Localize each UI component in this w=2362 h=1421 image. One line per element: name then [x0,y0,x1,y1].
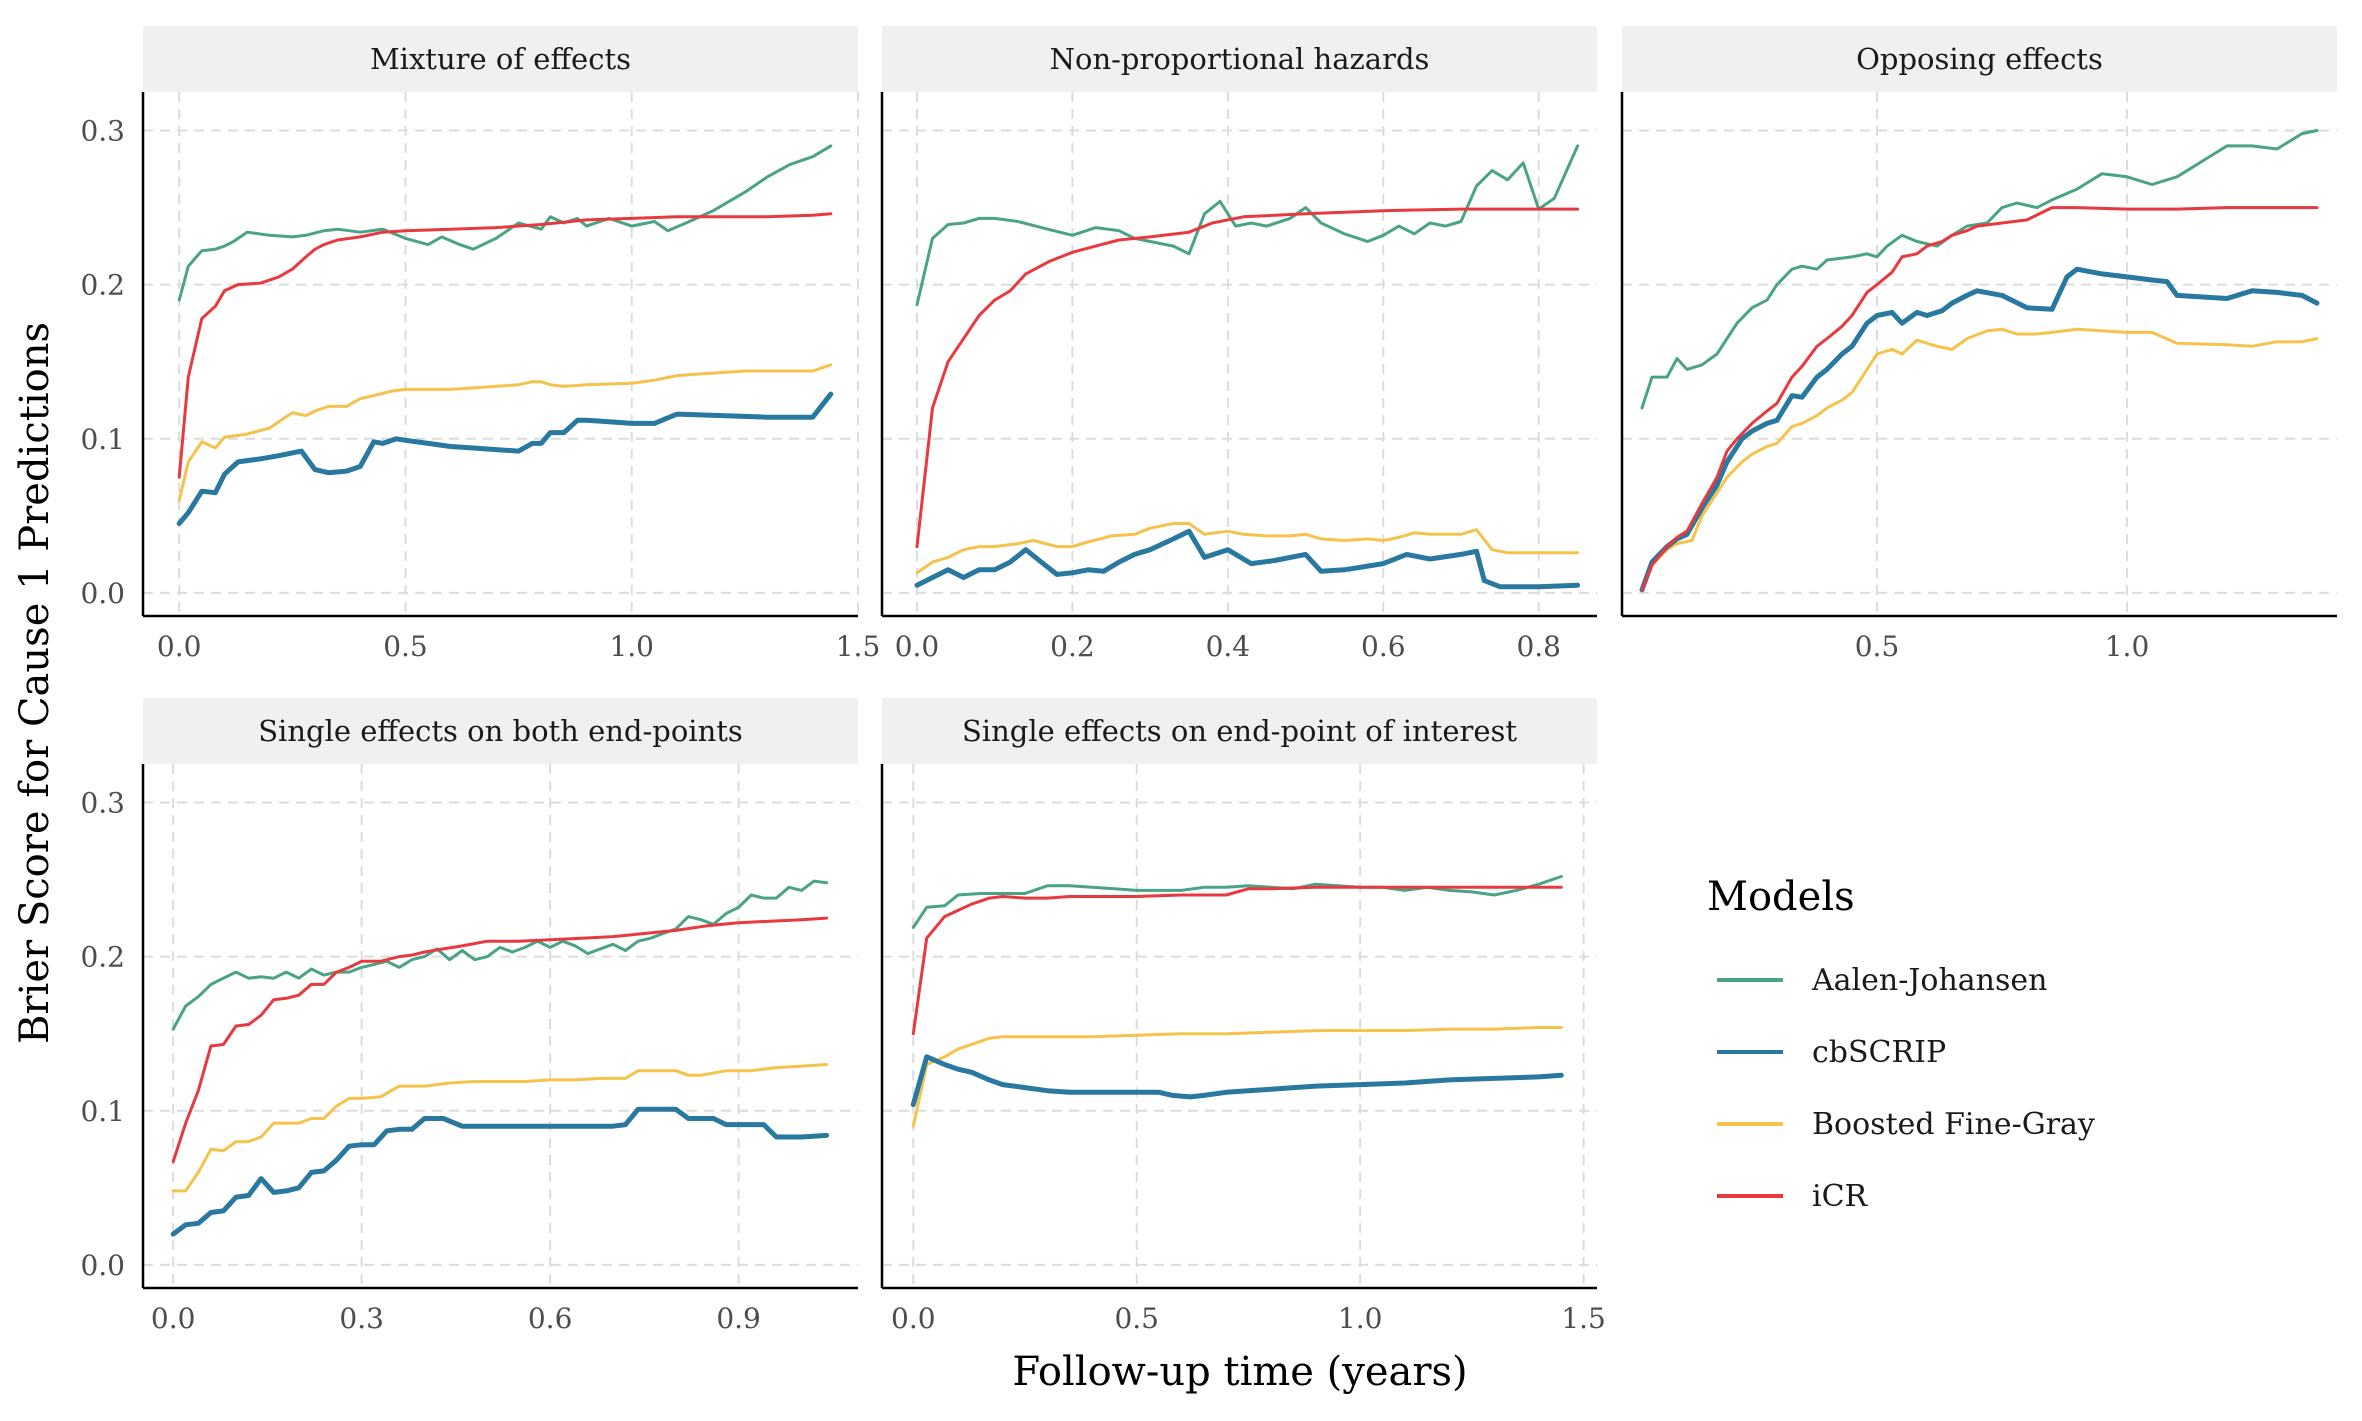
x-tick-label: 0.0 [895,630,940,663]
series-line-boosted-fine-gray [1640,327,2319,592]
x-tick-label: 0.9 [716,1302,761,1335]
facet-panel: Opposing effects 0.5 1.0 [1620,26,2337,663]
legend-label-cbscrip: cbSCRIP [1812,1035,1946,1070]
x-tick-label: 1.0 [2105,630,2150,663]
x-tick-label: 1.5 [1561,1302,1606,1335]
series-line-icr [915,207,1580,549]
x-tick-label: 0.5 [1855,630,1900,663]
legend-label-boosted-fine-gray: Boosted Fine-Gray [1812,1107,2095,1142]
facet-title: Mixture of effects [370,42,631,76]
facet-strip [143,26,858,92]
series-line-icr [177,212,833,479]
series-line-boosted-fine-gray [911,1026,1563,1128]
series-line-aalen-johansen [911,875,1563,929]
x-tick-label: 0.0 [151,1302,196,1335]
facet-strip [882,698,1597,764]
x-tick-label: 0.4 [1206,630,1251,663]
y-tick-label: 0.2 [80,941,125,974]
facet-panel: Non-proportional hazards 0.0 0.2 0.4 0.6 0.8 [880,26,1597,663]
facet-title: Single effects on end-point of interest [962,714,1517,748]
y-tick-label: 0.1 [80,423,125,456]
y-tick-label: 0.3 [80,115,125,148]
series-line-icr [911,885,1563,1036]
series-line-cbscrip [914,528,1581,590]
legend-label-icr: iCR [1812,1179,1869,1214]
facet-strip [882,26,1597,92]
facet-title: Opposing effects [1856,42,2103,76]
facet-panel: Single effects on both end-points 0.0 0.3 0… [80,698,858,1335]
facet-panel: Mixture of effects 0.0 0.5 1.0 1.5 0.0 0.1 0.2 0… [80,26,880,663]
facet-strip [143,698,858,764]
series-line-cbscrip [910,1054,1564,1108]
series-line-aalen-johansen [177,144,833,302]
facet-panel: Single effects on end-point of interest 0… [880,698,1606,1335]
x-tick-label: 0.6 [528,1302,573,1335]
x-tick-label: 1.0 [1338,1302,1383,1335]
y-tick-label: 0.1 [80,1095,125,1128]
y-tick-label: 0.0 [80,577,125,610]
x-tick-label: 0.5 [1114,1302,1159,1335]
facet-title: Single effects on both end-points [258,714,743,748]
facet-strip [1622,26,2337,92]
series-line-cbscrip [176,391,834,526]
x-tick-label: 0.8 [1516,630,1561,663]
y-tick-label: 0.3 [80,787,125,820]
series-line-cbscrip [1639,266,2320,593]
series-line-boosted-fine-gray [177,363,833,502]
x-tick-label: 1.0 [609,630,654,663]
series-line-cbscrip [170,1106,830,1237]
series-line-aalen-johansen [171,879,829,1031]
y-axis-title: Brier Score for Cause 1 Predictions [12,322,58,1044]
series-line-aalen-johansen [1640,129,2319,410]
legend: Models Aalen-Johansen cbSCRIP Boosted Fine… [1707,874,2095,1214]
series-line-boosted-fine-gray [171,1063,829,1193]
y-tick-label: 0.2 [80,269,125,302]
x-tick-label: 0.0 [157,630,202,663]
x-tick-label: 0.6 [1361,630,1406,663]
x-tick-label: 0.3 [339,1302,384,1335]
x-tick-label: 0.5 [383,630,428,663]
legend-label-aalen-johansen: Aalen-Johansen [1811,963,2047,998]
series-line-icr [171,916,829,1164]
x-tick-label: 0.2 [1050,630,1095,663]
series-line-boosted-fine-gray [915,522,1580,575]
series-line-icr [1640,206,2319,592]
x-tick-label: 0.0 [891,1302,936,1335]
facet-title: Non-proportional hazards [1050,42,1430,76]
series-line-aalen-johansen [915,144,1580,307]
x-axis-title: Follow-up time (years) [1012,1349,1467,1395]
y-tick-label: 0.0 [80,1249,125,1282]
legend-title: Models [1707,874,1855,920]
x-tick-label: 1.5 [836,630,881,663]
facet-panels: Mixture of effects 0.0 0.5 1.0 1.5 0.0 0.1 0.2 0… [80,26,2337,1335]
